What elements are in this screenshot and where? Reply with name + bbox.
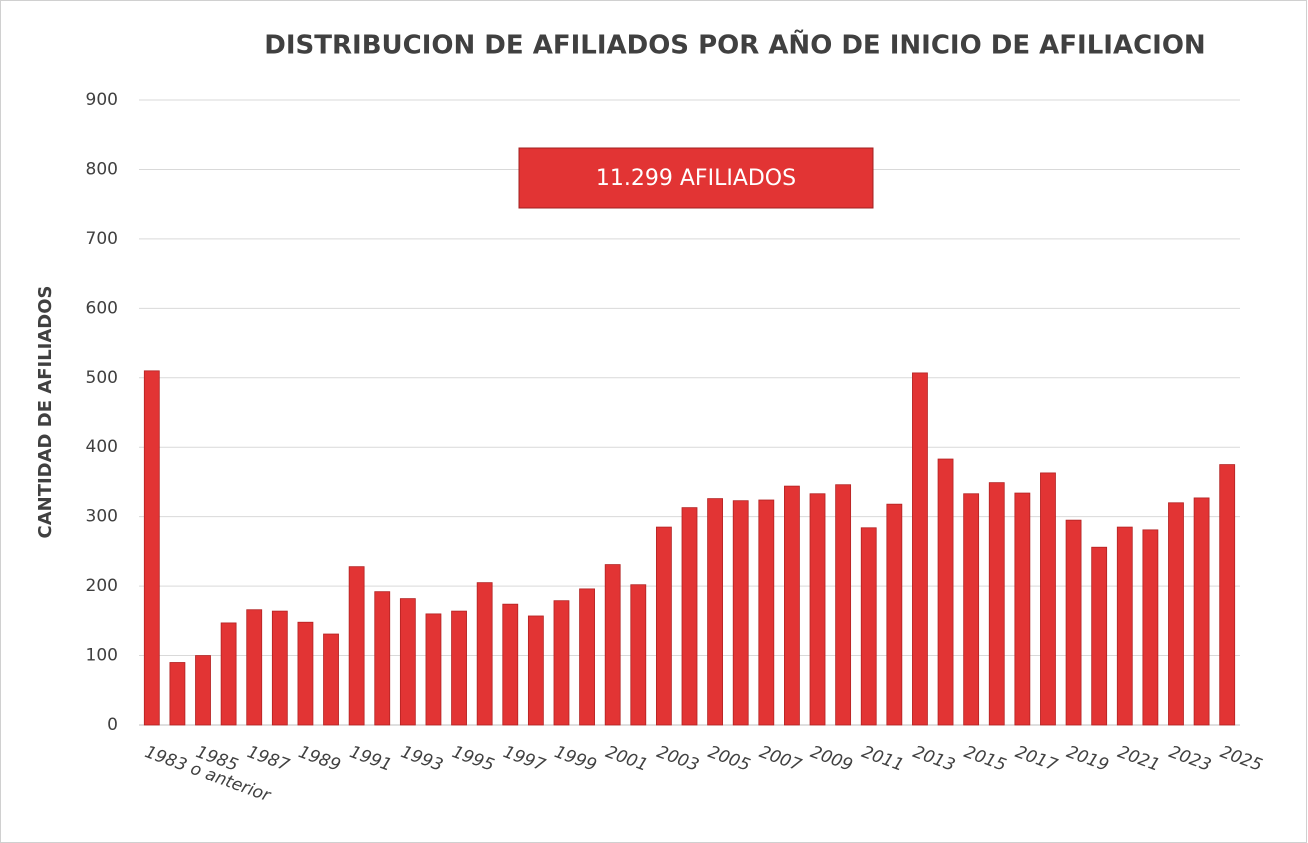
y-tick-label: 200: [86, 576, 118, 596]
bar: [323, 633, 339, 726]
bar: [374, 591, 391, 726]
bar: [579, 588, 595, 726]
bar: [348, 566, 365, 726]
bar: [169, 662, 186, 726]
bar: [912, 372, 928, 726]
bar: [860, 527, 877, 726]
y-tick-label: 700: [86, 229, 118, 249]
bar: [758, 499, 775, 726]
bar: [707, 498, 724, 726]
bar: [963, 493, 980, 726]
bar: [1014, 492, 1031, 726]
bar: [1168, 502, 1184, 726]
bar: [604, 564, 621, 726]
bar: [1193, 497, 1210, 726]
bar: [784, 485, 800, 726]
y-tick-label: 900: [86, 90, 118, 110]
bar: [451, 610, 467, 726]
bar: [271, 610, 288, 726]
bar: [630, 584, 647, 726]
bar: [297, 621, 314, 726]
bar: [502, 603, 519, 726]
bar: [655, 526, 672, 726]
bar: [220, 622, 237, 726]
y-tick-label: 400: [86, 437, 118, 457]
bar: [988, 482, 1005, 726]
y-tick-label: 300: [86, 507, 118, 527]
chart-title: DISTRIBUCION DE AFILIADOS POR AÑO DE INI…: [264, 29, 1205, 61]
bar: [425, 613, 442, 726]
bar: [835, 484, 852, 726]
y-tick-label: 600: [86, 298, 118, 318]
bar: [1040, 472, 1056, 726]
annotation: 11.299 AFILIADOS: [596, 166, 796, 191]
bar: [732, 500, 749, 726]
bar: [143, 370, 160, 726]
bar: [399, 598, 416, 726]
bar: [246, 609, 263, 726]
bar: [195, 655, 211, 726]
bar: [476, 582, 493, 726]
bar: [1065, 519, 1082, 726]
bar: [809, 493, 826, 726]
y-tick-label: 100: [86, 646, 118, 666]
bars: [143, 370, 1236, 726]
y-tick-label: 800: [86, 159, 118, 179]
bar: [886, 503, 903, 726]
bar: [1219, 464, 1236, 726]
y-axis-title: CANTIDAD DE AFILIADOS: [35, 286, 56, 539]
bar: [1116, 526, 1133, 726]
bar: [527, 615, 544, 726]
y-tick-label: 0: [107, 715, 118, 735]
bar: [553, 600, 570, 726]
bar: [1091, 546, 1108, 726]
bar: [681, 507, 698, 726]
bar: [937, 458, 954, 726]
y-tick-label: 500: [86, 368, 118, 388]
annotation-box: [518, 147, 874, 209]
bar: [1142, 529, 1159, 726]
